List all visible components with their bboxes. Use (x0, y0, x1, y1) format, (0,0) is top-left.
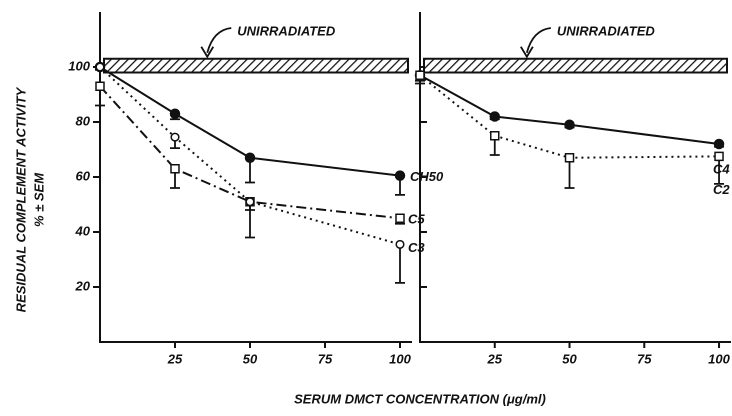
marker (564, 153, 575, 163)
marker (395, 213, 405, 223)
x-tick-label: 50 (243, 351, 258, 366)
marker (415, 70, 425, 80)
x-tick-label: 100 (389, 351, 411, 366)
series-line (99, 85, 401, 220)
series-line (99, 66, 401, 177)
y-tick-label: 100 (68, 58, 90, 73)
marker (490, 131, 500, 141)
reference-band (423, 57, 728, 74)
error-bar (245, 201, 255, 239)
error-bar (564, 157, 575, 189)
x-axis-label: SERUM DMCT CONCENTRATION (μg/ml) (294, 391, 546, 406)
x-tick-label: 25 (487, 351, 503, 366)
y-tick-label: 20 (75, 278, 91, 293)
y-tick-label: 60 (76, 168, 91, 183)
series-label: C3 (408, 240, 425, 255)
series-label: C4 (713, 161, 730, 176)
x-tick-label: 75 (318, 351, 333, 366)
x-tick-label: 50 (562, 351, 577, 366)
arrow-head (200, 46, 215, 59)
marker (244, 152, 256, 163)
x-tick-label: 25 (167, 351, 183, 366)
series-label: C5 (408, 212, 425, 227)
marker (564, 119, 575, 130)
series-label: C2 (713, 182, 730, 197)
error-bar (395, 244, 405, 284)
marker (714, 151, 724, 162)
band-label: UNIRRADIATED (557, 23, 656, 38)
band-label: UNIRRADIATED (237, 23, 336, 38)
reference-band (103, 57, 409, 74)
marker (245, 197, 255, 207)
marker (394, 170, 406, 181)
marker (489, 111, 501, 122)
x-tick-label: 100 (708, 351, 730, 366)
annotation-arrow (525, 27, 551, 53)
series-line (419, 74, 720, 159)
y-tick-label: 80 (76, 113, 91, 128)
marker (170, 132, 180, 142)
x-tick-label: 75 (637, 351, 652, 366)
marker (169, 108, 181, 119)
marker (395, 239, 405, 249)
y-axis-label: % ± SEM (31, 172, 46, 227)
y-axis-label: RESIDUAL COMPLEMENT ACTIVITY (13, 86, 28, 312)
marker (170, 164, 180, 174)
y-tick-label: 40 (75, 223, 91, 238)
marker (713, 138, 725, 150)
marker (95, 81, 105, 91)
annotation-arrow (206, 27, 232, 53)
arrow-head (520, 46, 534, 59)
marker (95, 62, 105, 72)
series-label: CH50 (410, 169, 444, 184)
series-line (419, 74, 720, 145)
